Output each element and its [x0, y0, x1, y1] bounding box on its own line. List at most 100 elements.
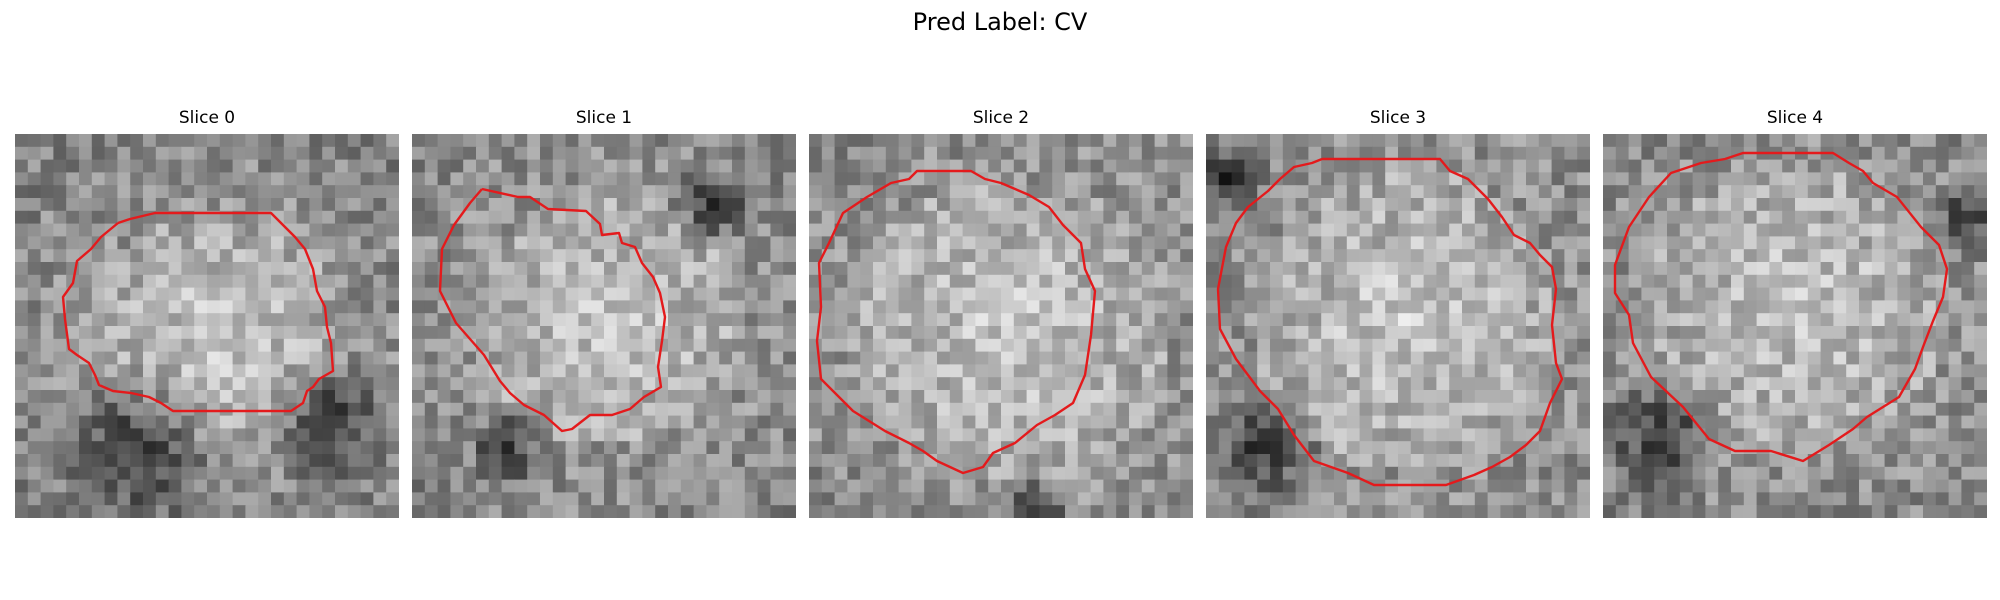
pixel-cell [668, 313, 682, 327]
pixel-cell [514, 198, 528, 212]
pixel-cell [962, 236, 976, 250]
pixel-cell [1692, 146, 1706, 161]
pixel-cell [296, 172, 310, 186]
pixel-cell [1731, 313, 1745, 327]
pixel-cell [1141, 287, 1156, 301]
pixel-cell [181, 146, 195, 161]
pixel-cell [552, 223, 567, 237]
pixel-cell [437, 454, 451, 468]
pixel-cell [540, 466, 554, 481]
slice-panel-4: Slice 4 [1603, 108, 1987, 518]
pixel-cell [335, 223, 349, 237]
pixel-cell [373, 249, 387, 263]
pixel-cell [540, 146, 554, 161]
pixel-cell [1948, 249, 1962, 263]
pixel-cell [1270, 377, 1284, 391]
pixel-cell [1423, 505, 1437, 518]
pixel-cell [1449, 249, 1463, 263]
pixel-cell [1372, 338, 1386, 353]
pixel-cell [181, 172, 195, 186]
pixel-cell [1180, 390, 1193, 404]
pixel-cell [1513, 249, 1527, 263]
pixel-cell [373, 454, 387, 468]
slice-title: Slice 2 [972, 108, 1030, 128]
pixel-cell [1449, 364, 1463, 378]
pixel-cell [873, 326, 887, 340]
pixel-cell [207, 377, 221, 391]
pixel-cell [1001, 415, 1015, 429]
pixel-cell [680, 505, 695, 518]
pixel-cell [1961, 351, 1975, 365]
pixel-cell [1641, 492, 1655, 506]
pixel-cell [1731, 466, 1745, 481]
pixel-cell [1423, 377, 1437, 391]
pixel-cell [642, 326, 656, 340]
pixel-cell [757, 159, 771, 173]
pixel-cell [1026, 249, 1040, 263]
pixel-cell [1462, 338, 1476, 353]
pixel-cell [949, 505, 964, 518]
pixel-cell [450, 390, 464, 404]
pixel-cell [245, 364, 259, 378]
pixel-cell [1436, 172, 1450, 186]
pixel-cell [668, 338, 682, 353]
pixel-cell [642, 454, 656, 468]
pixel-cell [1871, 351, 1886, 365]
pixel-cell [1846, 185, 1860, 199]
pixel-cell [1244, 454, 1258, 468]
pixel-cell [1295, 249, 1309, 263]
pixel-cell [1833, 172, 1847, 186]
pixel-cell [1244, 402, 1258, 417]
pixel-cell [1795, 172, 1809, 186]
pixel-cell [1359, 338, 1373, 353]
pixel-cell [1500, 402, 1514, 417]
pixel-cell [1948, 300, 1962, 314]
pixel-cell [1679, 134, 1694, 148]
pixel-cell [194, 377, 208, 391]
pixel-cell [424, 466, 439, 481]
pixel-cell [488, 249, 503, 263]
pixel-cell [783, 326, 796, 340]
pixel-cell [1731, 377, 1745, 391]
pixel-cell [821, 287, 836, 301]
pixel-cell [757, 466, 771, 481]
pixel-cell [1244, 492, 1258, 506]
pixel-cell [1564, 441, 1578, 455]
pixel-cell [1871, 454, 1886, 468]
pixel-cell [424, 236, 439, 250]
pixel-cell [1859, 210, 1873, 225]
pixel-cell [860, 466, 874, 481]
pixel-cell [693, 492, 707, 506]
pixel-cell [1820, 390, 1834, 404]
pixel-cell [207, 313, 221, 327]
pixel-cell [1538, 390, 1553, 404]
pixel-cell [1961, 479, 1975, 493]
pixel-cell [1052, 428, 1066, 442]
pixel-cell [1257, 351, 1271, 365]
pixel-cell [1282, 466, 1297, 481]
pixel-cell [757, 262, 771, 276]
pixel-cell [744, 479, 759, 493]
pixel-cell [373, 466, 387, 481]
pixel-cell [437, 364, 451, 378]
pixel-cell [1410, 390, 1425, 404]
pixel-cell [335, 146, 349, 161]
pixel-cell [1487, 223, 1501, 237]
pixel-cell [847, 492, 861, 506]
pixel-cell [91, 287, 106, 301]
pixel-cell [1462, 300, 1476, 314]
pixel-cell [1897, 210, 1911, 225]
pixel-cell [1692, 287, 1706, 301]
pixel-cell [898, 441, 912, 455]
pixel-cell [1923, 466, 1937, 481]
pixel-cell [1372, 134, 1386, 148]
pixel-cell [770, 287, 784, 301]
pixel-cell [1398, 364, 1412, 378]
pixel-cell [911, 402, 925, 417]
pixel-cell [1948, 134, 1962, 148]
pixel-cell [1769, 274, 1783, 289]
pixel-cell [1705, 351, 1719, 365]
pixel-cell [732, 338, 746, 353]
pixel-cell [1782, 159, 1796, 173]
pixel-cell [680, 274, 695, 289]
